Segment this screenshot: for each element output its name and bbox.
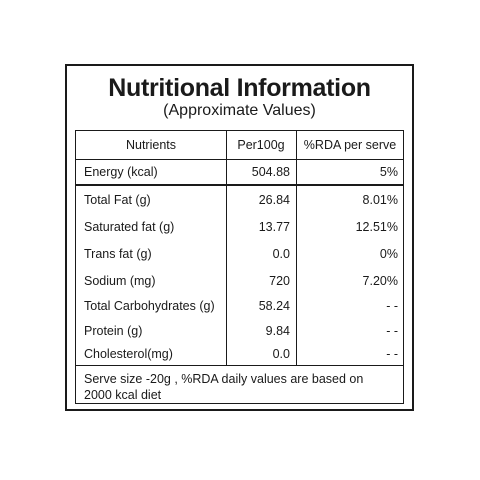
row-name: Total Carbohydrates (g) — [84, 299, 215, 313]
row-per100g: 13.77 — [258, 219, 290, 234]
nutrition-label: Nutritional Information (Approximate Val… — [65, 64, 414, 411]
column-divider — [296, 131, 297, 365]
row-rda: - - — [386, 324, 398, 338]
row-per100g: 9.84 — [265, 324, 290, 338]
row-name: Saturated fat (g) — [84, 219, 175, 234]
row-per100g: 58.24 — [258, 299, 290, 313]
header-rda: %RDA per serve — [303, 138, 397, 152]
header-per100g: Per100g — [237, 138, 285, 152]
row-rda: 8.01% — [362, 192, 398, 207]
row-per100g: 0.0 — [272, 347, 290, 361]
row-name: Energy (kcal) — [84, 165, 158, 179]
row-rda: 0% — [379, 246, 398, 261]
row-rda: - - — [386, 299, 398, 313]
row-name: Sodium (mg) — [84, 273, 156, 288]
footnote-divider — [76, 365, 403, 366]
serving-footnote: Serve size -20g , %RDA daily values are … — [84, 372, 364, 402]
energy-divider — [76, 184, 403, 186]
column-divider — [226, 131, 227, 365]
table-header-row: Nutrients Per100g %RDA per serve — [76, 131, 403, 159]
row-rda: 7.20% — [362, 273, 398, 288]
row-rda: - - — [386, 347, 398, 361]
row-name: Trans fat (g) — [84, 246, 152, 261]
table-row: Total Carbohydrates (g) 58.24 - - — [76, 294, 403, 318]
nutrition-table: Nutrients Per100g %RDA per serve Energy … — [75, 130, 404, 404]
row-name: Protein (g) — [84, 324, 143, 338]
table-row: Saturated fat (g) 13.77 12.51% — [76, 213, 403, 240]
label-subtitle: (Approximate Values) — [163, 102, 316, 119]
table-row: Energy (kcal) 504.88 5% — [76, 160, 403, 184]
row-per100g: 720 — [269, 273, 290, 288]
row-rda: 5% — [379, 165, 398, 179]
table-row: Protein (g) 9.84 - - — [76, 318, 403, 344]
header-divider — [76, 159, 403, 160]
row-name: Cholesterol(mg) — [84, 347, 173, 361]
row-name: Total Fat (g) — [84, 192, 151, 207]
row-per100g: 0.0 — [272, 246, 290, 261]
table-row: Total Fat (g) 26.84 8.01% — [76, 186, 403, 213]
row-rda: 12.51% — [355, 219, 398, 234]
table-row: Sodium (mg) 720 7.20% — [76, 267, 403, 294]
label-title: Nutritional Information — [108, 74, 371, 102]
row-per100g: 26.84 — [258, 192, 290, 207]
table-row: Trans fat (g) 0.0 0% — [76, 240, 403, 267]
table-row: Cholesterol(mg) 0.0 - - — [76, 343, 403, 365]
row-per100g: 504.88 — [251, 165, 290, 179]
header-nutrients: Nutrients — [125, 138, 177, 152]
